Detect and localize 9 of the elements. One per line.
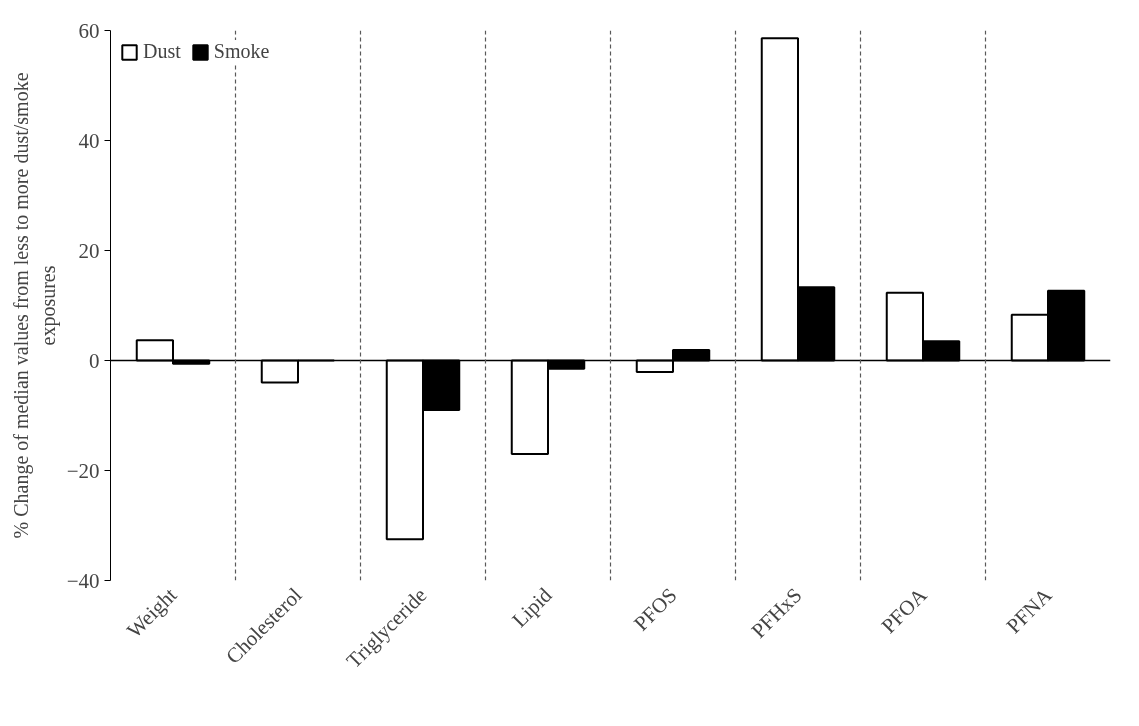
y-axis-title: % Change of median values from less to more dust/smoke exposures [10,72,60,539]
y-tick-label: −20 [66,458,100,483]
legend-label: Dust [143,40,181,63]
y-tick-label: −40 [66,568,100,593]
y-tick-label: 0 [89,348,100,373]
y-tick-label: 40 [78,128,100,153]
y-tick-label: 60 [78,18,100,43]
legend-label: Smoke [213,40,270,63]
y-tick-label: 20 [78,238,100,263]
